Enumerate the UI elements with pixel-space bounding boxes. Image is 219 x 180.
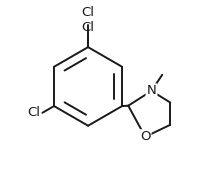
- Text: Cl: Cl: [81, 6, 95, 19]
- Text: O: O: [140, 130, 150, 143]
- Text: Cl: Cl: [81, 21, 95, 34]
- Text: Cl: Cl: [28, 106, 41, 119]
- Text: N: N: [147, 84, 156, 97]
